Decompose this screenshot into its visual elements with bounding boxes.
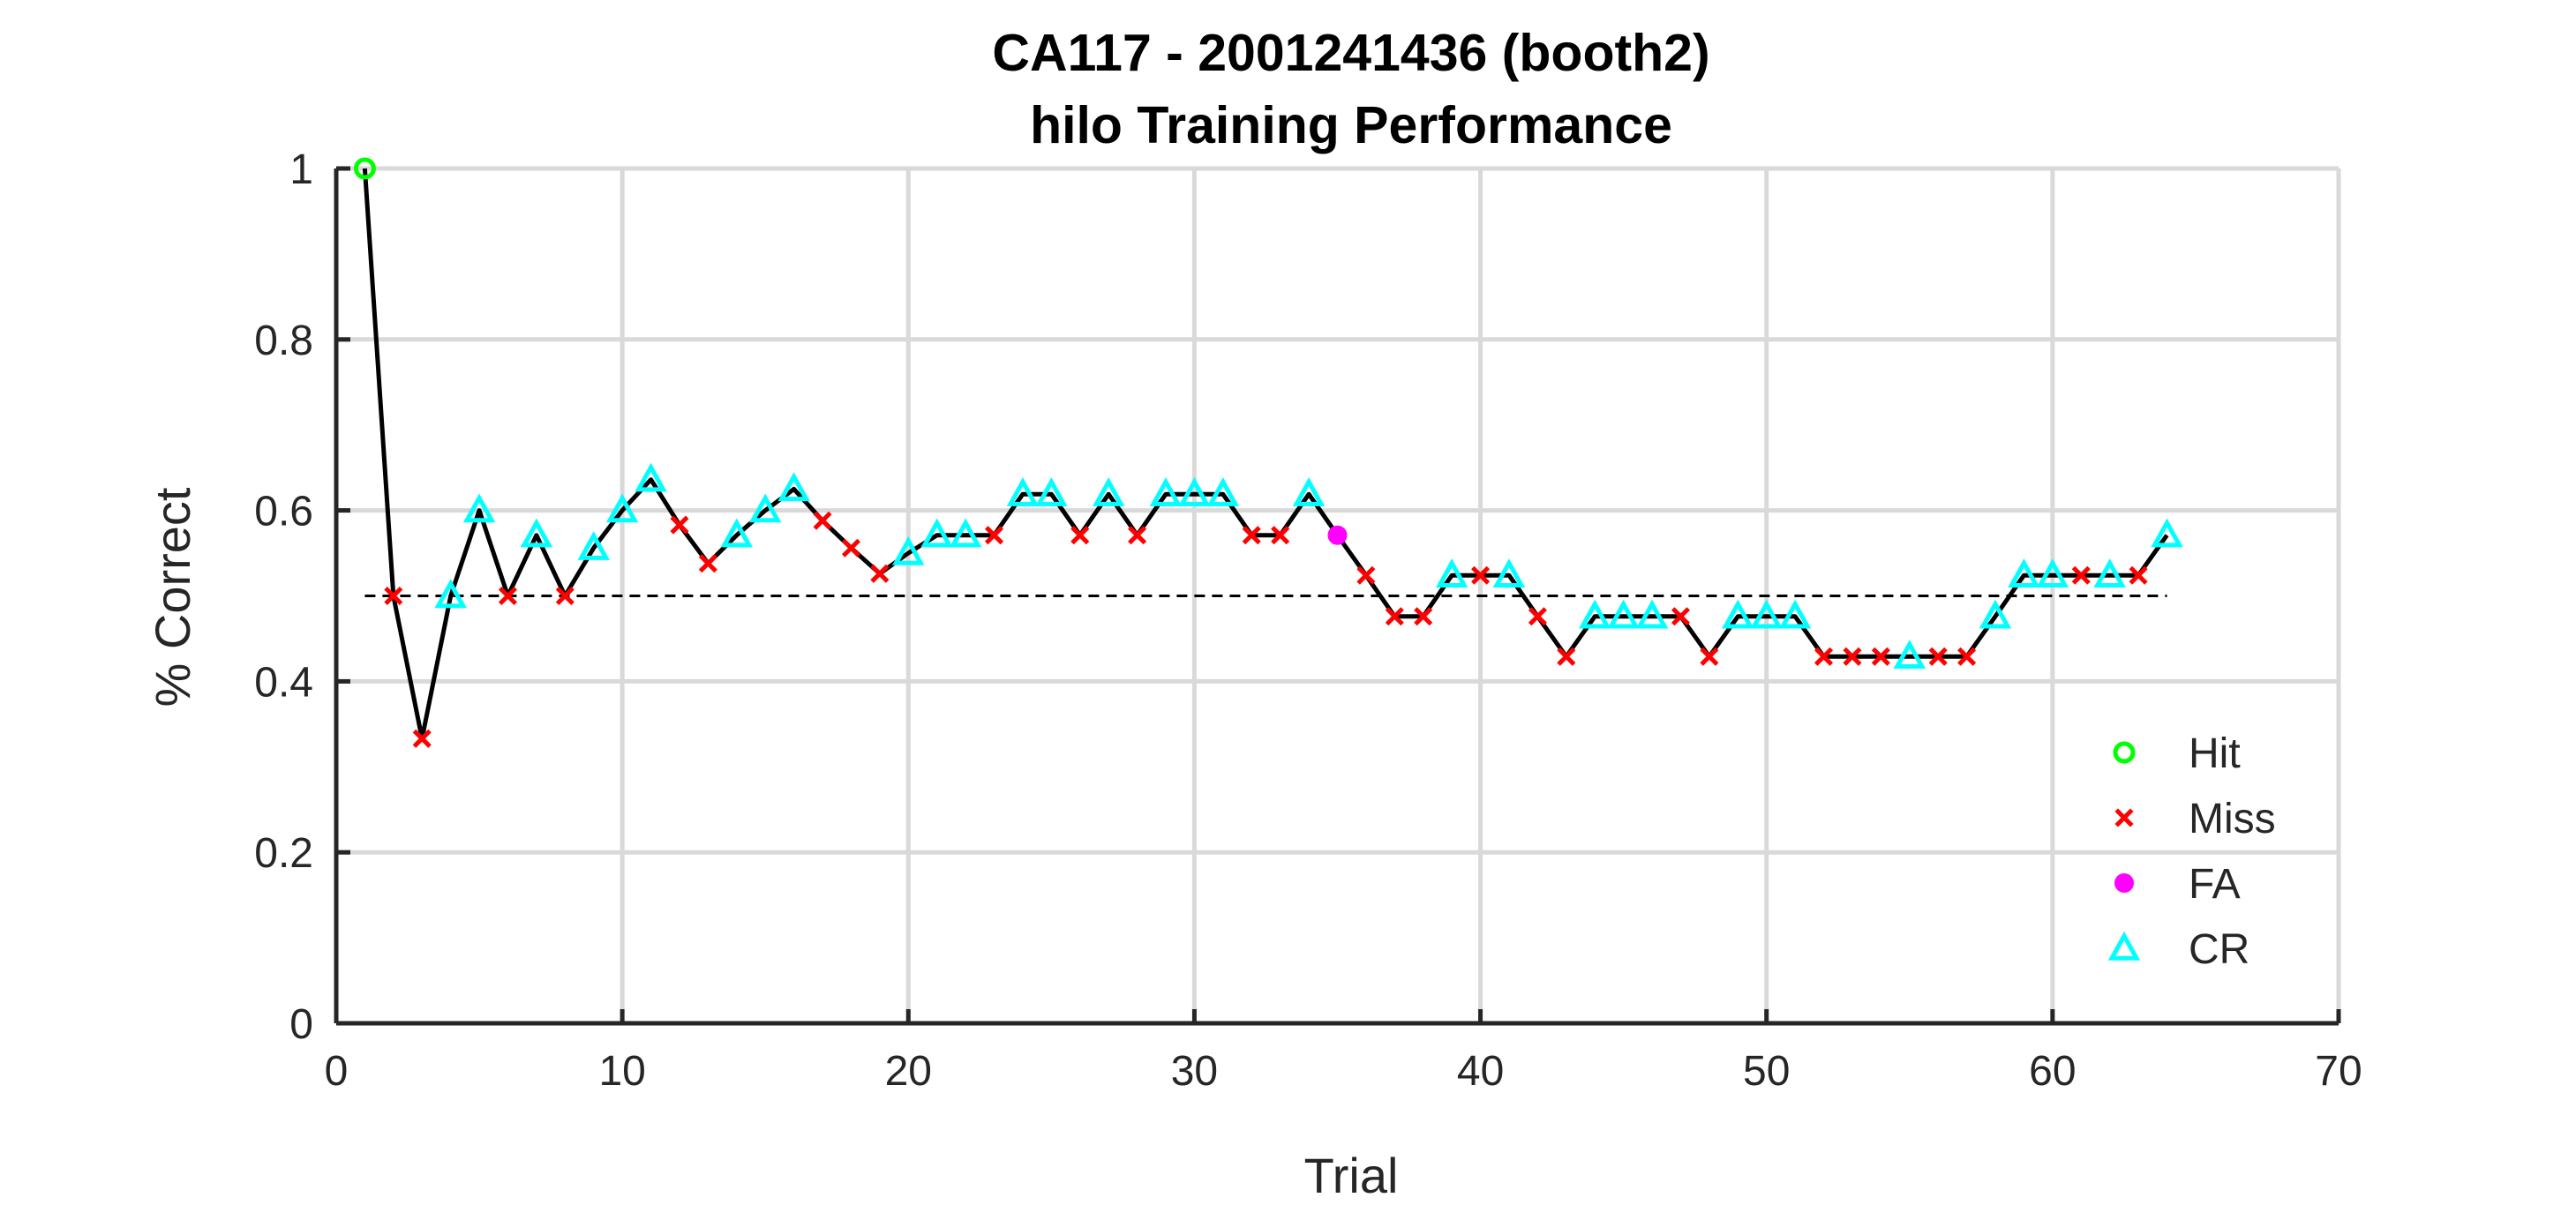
legend-marker-hit bbox=[2113, 741, 2136, 764]
data-point-miss bbox=[1414, 607, 1433, 626]
data-point-miss bbox=[384, 586, 403, 606]
y-tick-label: 0.2 bbox=[254, 830, 313, 877]
data-point-cr bbox=[1578, 599, 1611, 629]
data-point-cr bbox=[892, 535, 925, 565]
x-tick-label: 0 bbox=[325, 1048, 349, 1095]
data-point-miss bbox=[870, 564, 890, 583]
data-point-cr bbox=[1750, 599, 1783, 629]
data-point-cr bbox=[1492, 558, 1526, 588]
markers bbox=[353, 157, 2183, 748]
data-line-group bbox=[362, 168, 2169, 741]
data-point-cr bbox=[1722, 599, 1754, 629]
data-point-miss bbox=[841, 538, 860, 558]
legend-marker-miss bbox=[2114, 808, 2134, 827]
data-point-miss bbox=[1871, 647, 1890, 666]
data-point-miss bbox=[2129, 565, 2148, 585]
y-tick-label: 0.8 bbox=[254, 318, 313, 364]
data-point-cr bbox=[605, 493, 639, 523]
data-point-cr bbox=[1635, 599, 1669, 629]
data-point-cr bbox=[2151, 518, 2183, 548]
y-tick-label: 1 bbox=[289, 146, 313, 193]
data-point-cr bbox=[1607, 599, 1640, 629]
data-point-cr bbox=[1206, 477, 1240, 506]
data-point-miss bbox=[813, 511, 832, 530]
x-axis-label: Trial bbox=[1304, 1148, 1399, 1203]
data-point-miss bbox=[1070, 526, 1090, 545]
data-point-miss bbox=[1271, 526, 1290, 545]
data-point-cr bbox=[777, 472, 810, 502]
legend: Hit Miss FA CR bbox=[2107, 730, 2276, 973]
data-point-cr bbox=[1893, 640, 1926, 669]
data-point-cr bbox=[1778, 599, 1812, 629]
data-point-cr bbox=[462, 493, 496, 523]
data-point-miss bbox=[1814, 647, 1834, 666]
legend-label-hit: Hit bbox=[2189, 730, 2241, 777]
data-point-cr bbox=[635, 462, 667, 492]
data-point-miss bbox=[1557, 647, 1576, 666]
x-tick-label: 30 bbox=[1171, 1048, 1218, 1095]
x-tick-label: 50 bbox=[1743, 1048, 1790, 1095]
data-point-miss bbox=[1128, 526, 1147, 545]
data-point-cr bbox=[1035, 477, 1068, 506]
y-tick-label: 0.6 bbox=[254, 489, 313, 535]
data-point-miss bbox=[1385, 607, 1404, 626]
legend-marker-fa bbox=[2114, 873, 2134, 893]
x-tick-labels: 0 10 20 30 40 50 60 70 bbox=[325, 1048, 2362, 1095]
x-tick-label: 10 bbox=[598, 1048, 645, 1095]
data-point-miss bbox=[1356, 565, 1376, 585]
data-point-miss bbox=[1928, 647, 1948, 666]
x-tick-label: 40 bbox=[1457, 1048, 1504, 1095]
data-point-cr bbox=[920, 518, 953, 548]
y-axis-label: % Correct bbox=[145, 487, 200, 707]
data-point-miss bbox=[1242, 526, 1261, 545]
data-point-cr bbox=[1435, 558, 1468, 588]
data-point-miss bbox=[698, 554, 717, 573]
data-point-cr bbox=[2008, 558, 2040, 588]
y-tick-label: 0 bbox=[289, 1001, 313, 1048]
legend-label-cr: CR bbox=[2189, 926, 2249, 973]
data-point-miss bbox=[984, 526, 1004, 545]
data-point-cr bbox=[1178, 477, 1211, 506]
data-point-miss bbox=[412, 729, 432, 748]
y-tick-labels: 0 0.2 0.4 0.6 0.8 1 bbox=[254, 146, 313, 1048]
chart-title-line-2: hilo Training Performance bbox=[1030, 96, 1672, 154]
data-point-cr bbox=[520, 518, 553, 548]
data-point-cr bbox=[2093, 558, 2126, 588]
x-tick-label: 60 bbox=[2029, 1048, 2076, 1095]
data-point-miss bbox=[1957, 647, 1977, 666]
data-point-miss bbox=[498, 586, 518, 606]
data-point-fa bbox=[1327, 525, 1348, 545]
data-point-miss bbox=[2071, 565, 2091, 585]
axes bbox=[334, 166, 2341, 1026]
data-point-cr bbox=[748, 493, 782, 523]
data-point-cr bbox=[949, 518, 982, 548]
data-point-miss bbox=[1700, 647, 1719, 666]
x-tick-label: 20 bbox=[885, 1048, 932, 1095]
data-point-miss bbox=[670, 515, 689, 535]
data-point-hit bbox=[353, 157, 376, 180]
legend-label-miss: Miss bbox=[2189, 796, 2276, 842]
data-point-cr bbox=[1006, 477, 1040, 506]
data-point-miss bbox=[1671, 607, 1691, 626]
data-point-miss bbox=[1843, 647, 1862, 666]
legend-label-fa: FA bbox=[2189, 861, 2241, 908]
y-tick-label: 0.4 bbox=[254, 659, 313, 706]
data-point-cr bbox=[720, 518, 754, 548]
legend-marker-cr bbox=[2107, 931, 2141, 961]
data-point-miss bbox=[1471, 565, 1491, 585]
data-point-cr bbox=[1292, 477, 1326, 506]
data-point-cr bbox=[1979, 599, 2012, 629]
data-point-miss bbox=[1528, 607, 1547, 626]
data-point-cr bbox=[1092, 477, 1125, 506]
x-tick-label: 70 bbox=[2315, 1048, 2362, 1095]
chart-title-line-1: CA117 - 2001241436 (booth2) bbox=[992, 24, 1709, 82]
data-point-cr bbox=[577, 531, 610, 560]
data-point-miss bbox=[555, 586, 575, 606]
data-point-cr bbox=[1149, 477, 1183, 506]
series-line bbox=[362, 168, 2169, 741]
data-point-cr bbox=[2036, 558, 2069, 588]
data-point-cr bbox=[434, 579, 467, 609]
